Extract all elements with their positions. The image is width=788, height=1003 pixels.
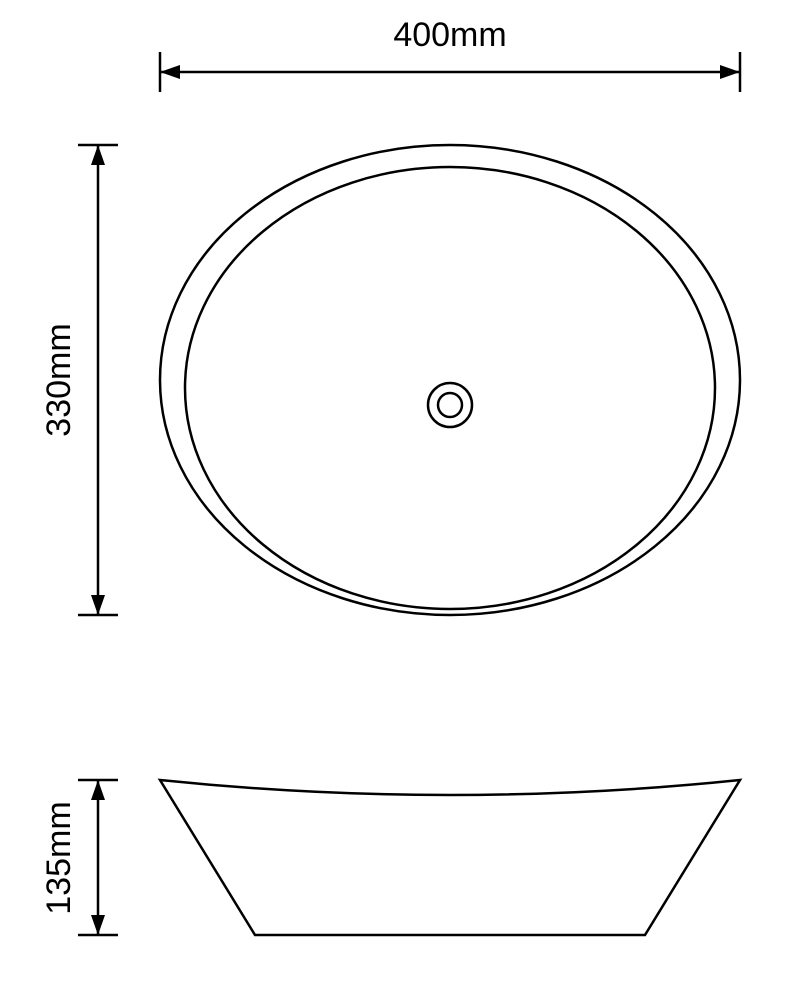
basin-side-profile <box>160 780 740 935</box>
basin-inner-rim <box>185 167 715 609</box>
basin-outer-rim <box>160 145 740 615</box>
technical-drawing: 400mm 330mm 135mm <box>0 0 788 1003</box>
drain-outer <box>428 383 472 427</box>
drain-inner <box>438 393 462 417</box>
dim-label-width: 400mm <box>393 16 506 54</box>
dim-label-depth: 330mm <box>40 323 78 436</box>
dim-label-height: 135mm <box>40 801 78 914</box>
